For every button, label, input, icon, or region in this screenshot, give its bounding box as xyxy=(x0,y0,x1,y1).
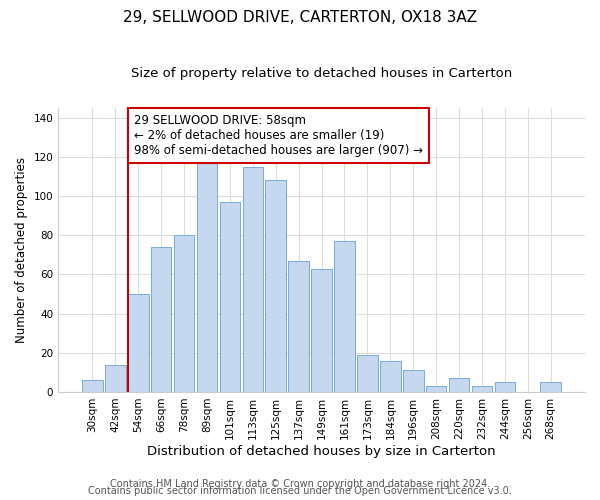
Title: Size of property relative to detached houses in Carterton: Size of property relative to detached ho… xyxy=(131,68,512,80)
Bar xyxy=(494,382,515,392)
Bar xyxy=(403,370,424,392)
Bar xyxy=(380,360,401,392)
Bar xyxy=(334,241,355,392)
Text: Contains HM Land Registry data © Crown copyright and database right 2024.: Contains HM Land Registry data © Crown c… xyxy=(110,479,490,489)
Bar xyxy=(220,202,240,392)
Bar xyxy=(174,236,194,392)
Bar xyxy=(128,294,149,392)
Bar xyxy=(105,364,125,392)
Text: Contains public sector information licensed under the Open Government Licence v3: Contains public sector information licen… xyxy=(88,486,512,496)
Bar xyxy=(426,386,446,392)
X-axis label: Distribution of detached houses by size in Carterton: Distribution of detached houses by size … xyxy=(147,444,496,458)
Bar xyxy=(357,355,378,392)
Y-axis label: Number of detached properties: Number of detached properties xyxy=(15,157,28,343)
Bar xyxy=(449,378,469,392)
Text: 29 SELLWOOD DRIVE: 58sqm
← 2% of detached houses are smaller (19)
98% of semi-de: 29 SELLWOOD DRIVE: 58sqm ← 2% of detache… xyxy=(134,114,422,157)
Bar xyxy=(311,268,332,392)
Bar xyxy=(289,261,309,392)
Bar xyxy=(472,386,493,392)
Bar xyxy=(82,380,103,392)
Bar xyxy=(265,180,286,392)
Bar xyxy=(151,247,172,392)
Bar xyxy=(242,167,263,392)
Text: 29, SELLWOOD DRIVE, CARTERTON, OX18 3AZ: 29, SELLWOOD DRIVE, CARTERTON, OX18 3AZ xyxy=(123,10,477,25)
Bar xyxy=(197,161,217,392)
Bar xyxy=(541,382,561,392)
